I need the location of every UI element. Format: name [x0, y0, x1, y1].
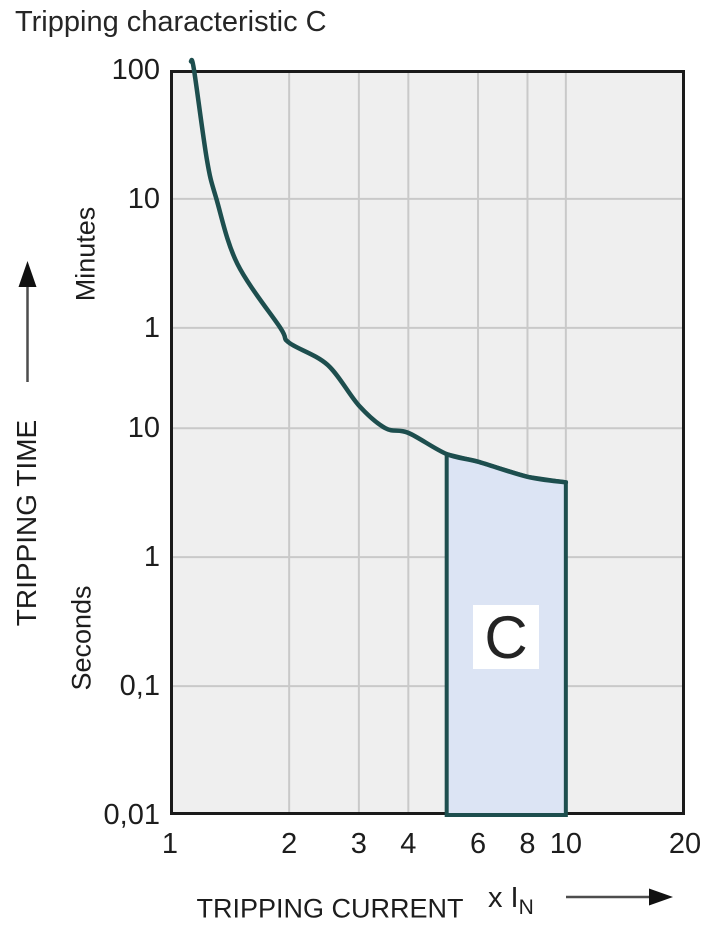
y-tick-label: 100: [111, 54, 160, 86]
up-arrow-icon: [18, 261, 37, 287]
right-arrow-icon: [649, 888, 673, 906]
y-tick-label: 1: [143, 541, 160, 574]
x-axis-unit: x IN: [488, 882, 534, 920]
x-tick-label: 6: [469, 828, 487, 860]
y-tick-label: 0,1: [119, 670, 160, 703]
y-tick-label: 10: [127, 182, 160, 215]
y-axis-title: TRIPPING TIME: [11, 419, 42, 627]
x-tick-label: 1: [161, 828, 179, 860]
x-axis-title: TRIPPING CURRENT: [196, 893, 464, 924]
y-axis-unit-minutes: Minutes: [70, 206, 101, 302]
y-tick-label: 1: [143, 311, 160, 344]
chart-title: Tripping characteristic C: [15, 6, 327, 38]
y-tick-label: 10: [127, 412, 160, 445]
region-label: C: [473, 604, 539, 671]
x-tick-label: 4: [400, 828, 417, 860]
x-tick-label: 20: [668, 828, 702, 860]
x-axis-unit-subscript: N: [518, 895, 534, 919]
x-tick-label: 2: [281, 828, 298, 860]
trip-curve: [188, 57, 569, 485]
plot-border: [170, 70, 685, 815]
y-tick-label: 0,01: [103, 799, 160, 831]
y-axis-unit-seconds: Seconds: [66, 585, 97, 691]
x-axis-unit-prefix: x I: [488, 882, 519, 914]
x-tick-label: 3: [350, 828, 367, 860]
x-tick-label: 8: [519, 828, 536, 860]
x-tick-label: 10: [549, 828, 582, 860]
